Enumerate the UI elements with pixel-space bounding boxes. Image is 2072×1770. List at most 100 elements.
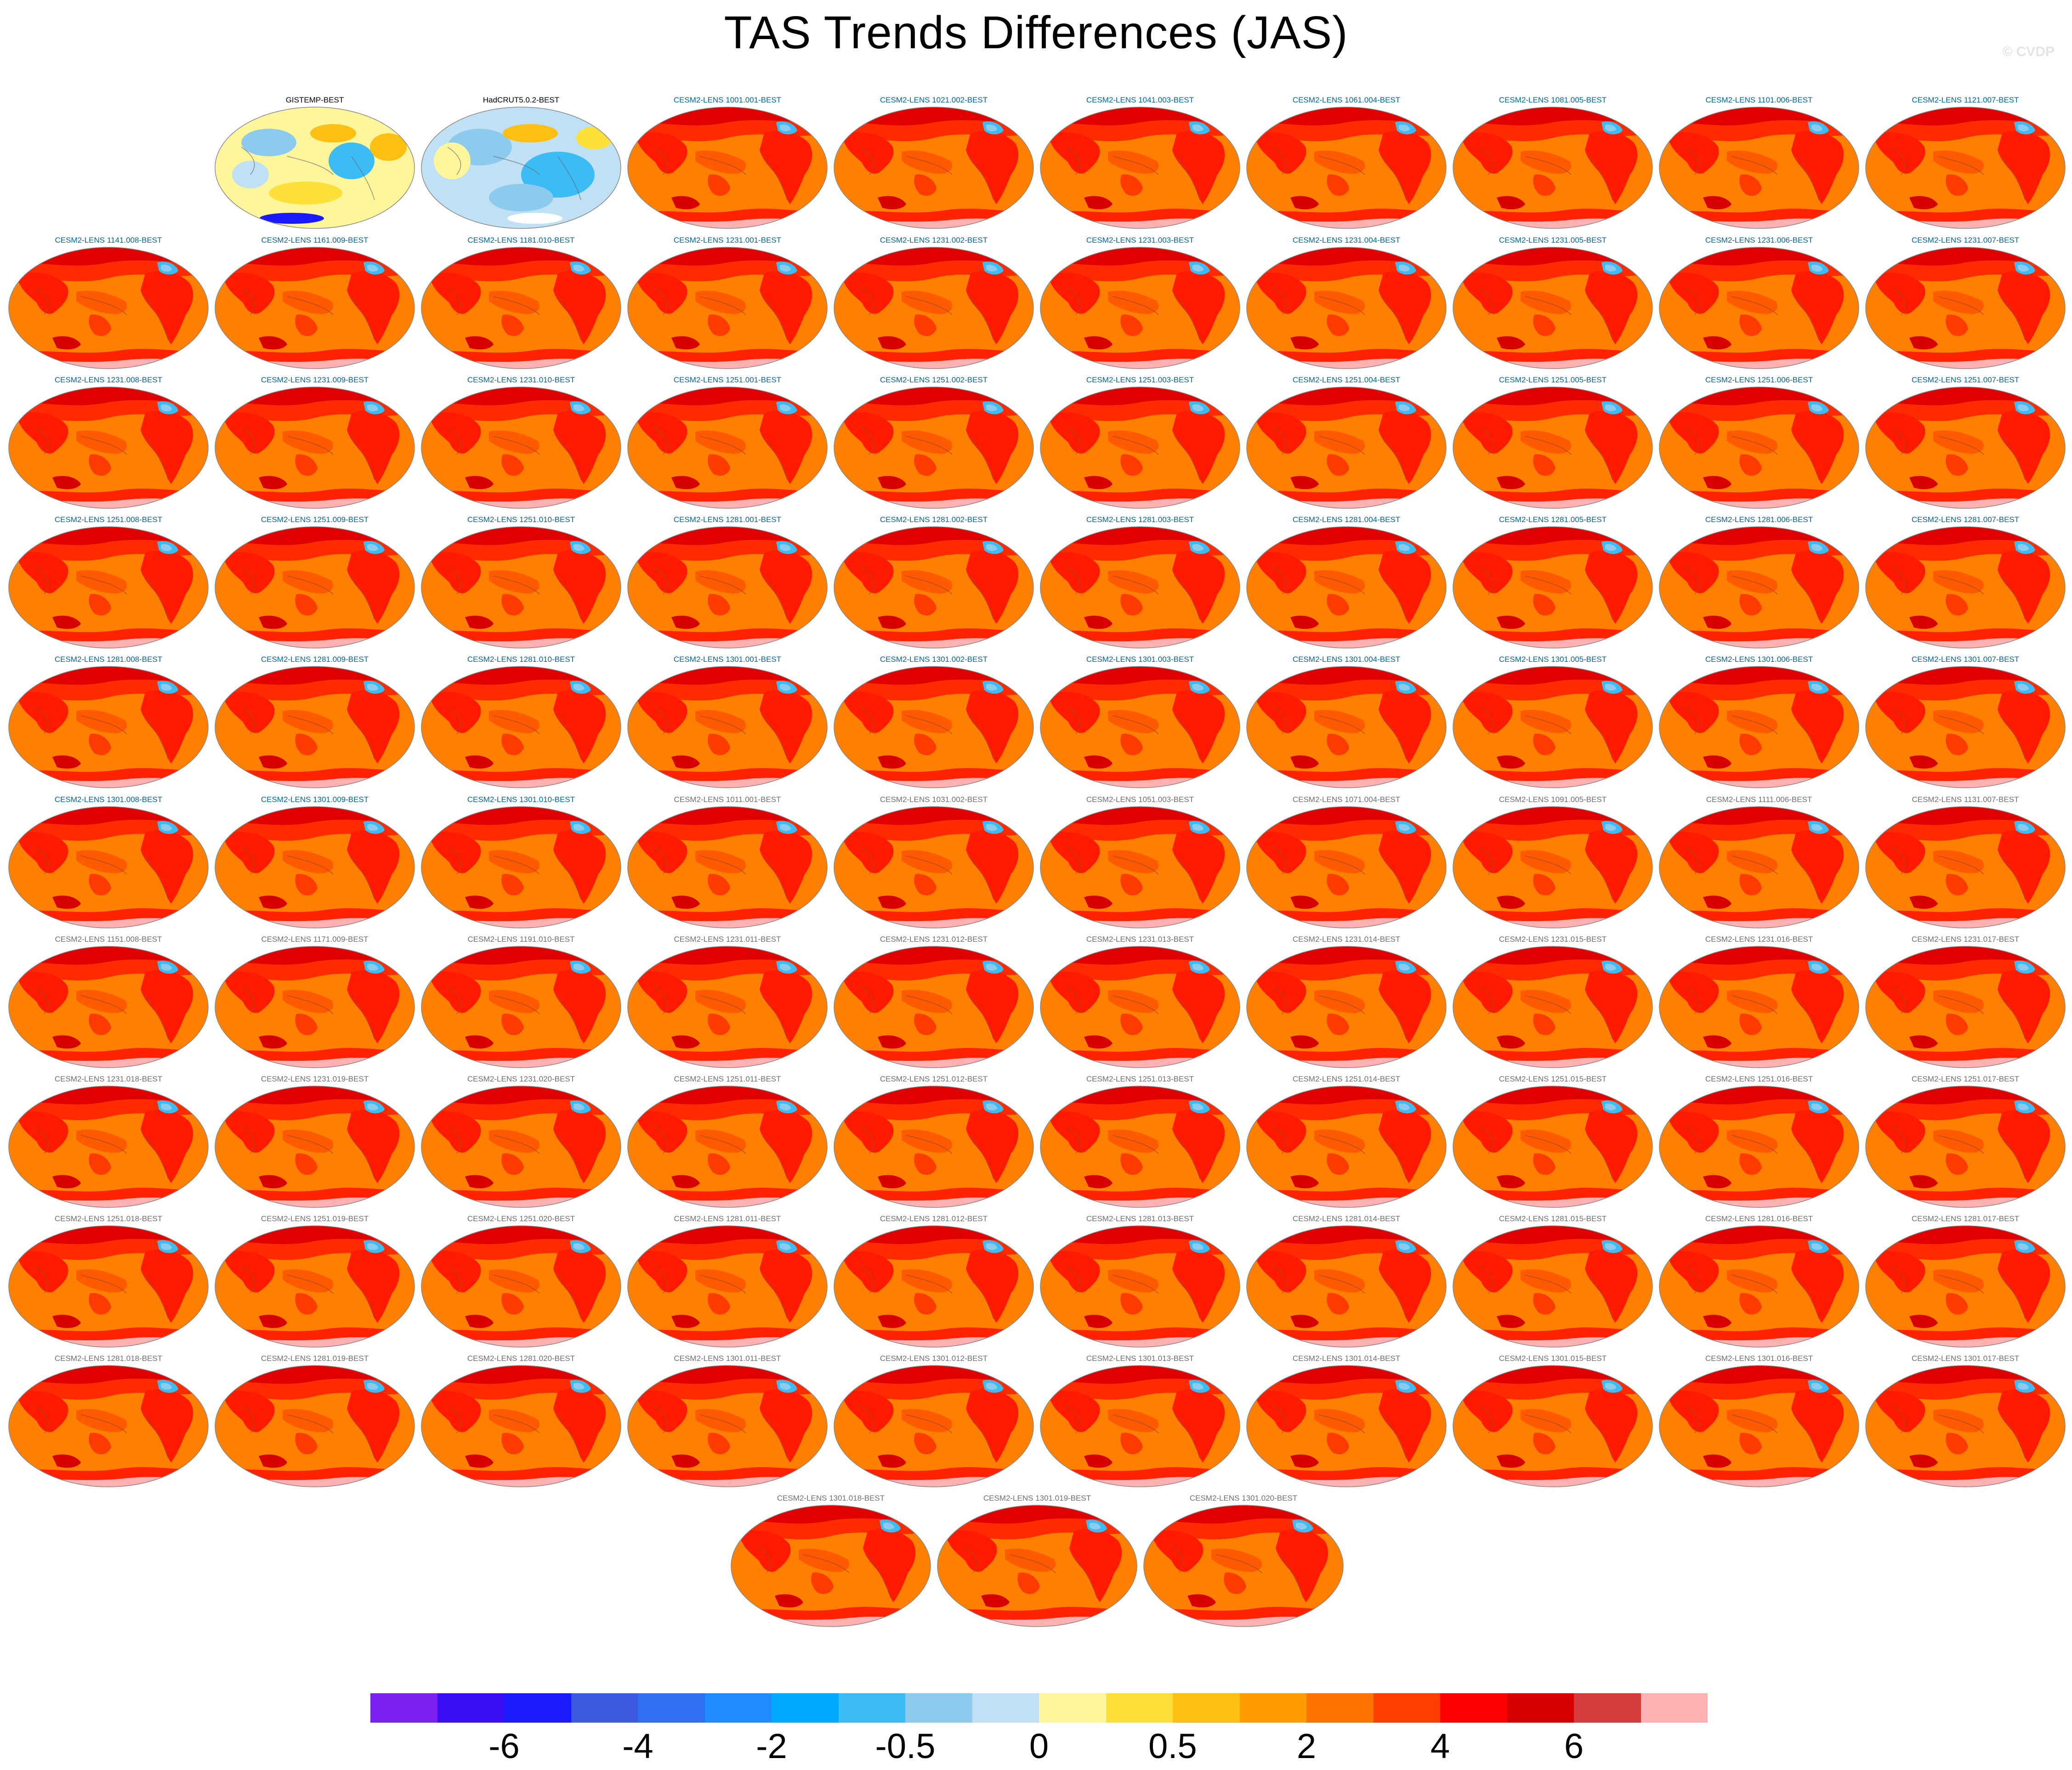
map-image [421, 387, 621, 509]
panel-label: GISTEMP-BEST [285, 96, 344, 104]
panel-label: CESM2-LENS 1251.011-BEST [674, 1075, 781, 1083]
map-image [1246, 387, 1447, 509]
map-panel: CESM2-LENS 1251.018-BEST [7, 1214, 210, 1348]
map-image [1040, 1365, 1240, 1487]
map-panel: CESM2-LENS 1251.004-BEST [1245, 376, 1448, 509]
panel-label: CESM2-LENS 1231.015-BEST [1499, 935, 1607, 944]
map-image [1040, 387, 1240, 509]
map-image [421, 1086, 621, 1208]
map-panel: CESM2-LENS 1301.011-BEST [626, 1354, 829, 1487]
panel-label: CESM2-LENS 1301.017-BEST [1911, 1354, 2020, 1363]
map-image [834, 107, 1034, 229]
map-panel: CESM2-LENS 1281.008-BEST [7, 655, 210, 788]
map-panel: CESM2-LENS 1071.004-BEST [1245, 795, 1448, 928]
map-image [1659, 1086, 1859, 1208]
map-panel: CESM2-LENS 1231.007-BEST [1864, 236, 2066, 369]
colorbar-tick-label: 6 [1564, 1727, 1584, 1766]
map-panel: CESM2-LENS 1251.009-BEST [214, 515, 416, 649]
map-panel: CESM2-LENS 1281.010-BEST [420, 655, 622, 788]
map-image [1659, 1225, 1859, 1348]
map-panel: CESM2-LENS 1231.019-BEST [214, 1075, 416, 1208]
map-panel: CESM2-LENS 1041.003-BEST [1039, 96, 1241, 229]
map-image [627, 806, 828, 928]
panel-label: CESM2-LENS 1231.006-BEST [1705, 236, 1813, 245]
panel-label: CESM2-LENS 1231.016-BEST [1705, 935, 1813, 944]
map-panel: CESM2-LENS 1251.012-BEST [833, 1075, 1035, 1208]
map-image [1246, 526, 1447, 649]
map-image [834, 806, 1034, 928]
map-panel: CESM2-LENS 1301.014-BEST [1245, 1354, 1448, 1487]
map-image [8, 666, 209, 788]
map-panel: CESM2-LENS 1281.020-BEST [420, 1354, 622, 1487]
panel-label: CESM2-LENS 1281.019-BEST [261, 1354, 369, 1363]
map-image [1659, 387, 1859, 509]
map-image [1865, 806, 2066, 928]
map-panel: CESM2-LENS 1251.008-BEST [7, 515, 210, 649]
map-image [8, 387, 209, 509]
map-image [1246, 1365, 1447, 1487]
map-panel: CESM2-LENS 1231.008-BEST [7, 376, 210, 509]
map-panel: CESM2-LENS 1281.014-BEST [1245, 1214, 1448, 1348]
panel-label: CESM2-LENS 1281.018-BEST [54, 1354, 163, 1363]
panel-label: CESM2-LENS 1301.001-BEST [673, 655, 782, 664]
map-panel: CESM2-LENS 1091.005-BEST [1452, 795, 1654, 928]
panel-label: CESM2-LENS 1081.005-BEST [1499, 96, 1607, 104]
panel-label: CESM2-LENS 1251.004-BEST [1292, 376, 1401, 384]
panel-label: CESM2-LENS 1131.007-BEST [1912, 795, 2019, 804]
map-image [1246, 107, 1447, 229]
map-panel: CESM2-LENS 1231.016-BEST [1658, 935, 1860, 1068]
map-image [1453, 1365, 1653, 1487]
colorbar-segment [1440, 1693, 1507, 1723]
map-panel: CESM2-LENS 1231.009-BEST [214, 376, 416, 509]
map-panel: CESM2-LENS 1301.020-BEST [1142, 1494, 1345, 1627]
panel-label: CESM2-LENS 1251.017-BEST [1911, 1075, 2020, 1083]
map-image [215, 666, 415, 788]
map-panel: CESM2-LENS 1301.018-BEST [730, 1494, 932, 1627]
map-image [1246, 666, 1447, 788]
colorbar-segment [905, 1693, 972, 1723]
map-image [1040, 526, 1240, 649]
map-panel: CESM2-LENS 1231.013-BEST [1039, 935, 1241, 1068]
panel-label: CESM2-LENS 1251.013-BEST [1086, 1075, 1194, 1083]
map-image [421, 526, 621, 649]
colorbar-segment [838, 1693, 905, 1723]
map-image [1865, 387, 2066, 509]
colorbar-segment [370, 1693, 437, 1723]
panel-label: CESM2-LENS 1251.016-BEST [1705, 1075, 1813, 1083]
colorbar-segment [1039, 1693, 1106, 1723]
panel-label: CESM2-LENS 1251.008-BEST [54, 515, 163, 524]
map-panel: CESM2-LENS 1281.015-BEST [1452, 1214, 1654, 1348]
colorbar-segment [1574, 1693, 1641, 1723]
map-panel: CESM2-LENS 1021.002-BEST [833, 96, 1035, 229]
map-panel: CESM2-LENS 1181.010-BEST [420, 236, 622, 369]
map-panel: CESM2-LENS 1301.005-BEST [1452, 655, 1654, 788]
panel-label: CESM2-LENS 1281.017-BEST [1911, 1214, 2020, 1223]
panel-label: CESM2-LENS 1281.002-BEST [880, 515, 988, 524]
map-panel: CESM2-LENS 1281.006-BEST [1658, 515, 1860, 649]
panel-label: CESM2-LENS 1281.010-BEST [467, 655, 575, 664]
panel-label: CESM2-LENS 1301.003-BEST [1086, 655, 1194, 664]
panel-label: CESM2-LENS 1281.013-BEST [1086, 1214, 1194, 1223]
map-panel: CESM2-LENS 1251.017-BEST [1864, 1075, 2066, 1208]
map-image [627, 526, 828, 649]
map-panel: CESM2-LENS 1251.015-BEST [1452, 1075, 1654, 1208]
colorbar-tick-label: 2 [1296, 1727, 1317, 1766]
map-image [834, 666, 1034, 788]
map-image [1040, 1225, 1240, 1348]
panel-label: HadCRUT5.0.2-BEST [483, 96, 560, 104]
map-panel: CESM2-LENS 1151.008-BEST [7, 935, 210, 1068]
panel-label: CESM2-LENS 1001.001-BEST [673, 96, 782, 104]
map-panel: CESM2-LENS 1281.011-BEST [626, 1214, 829, 1348]
map-image [215, 946, 415, 1068]
panel-label: CESM2-LENS 1301.004-BEST [1292, 655, 1401, 664]
map-image [834, 387, 1034, 509]
map-panel: CESM2-LENS 1111.006-BEST [1658, 795, 1860, 928]
map-image [1453, 387, 1653, 509]
map-image [421, 247, 621, 369]
panel-label: CESM2-LENS 1301.010-BEST [467, 795, 575, 804]
colorbar-segment [1373, 1693, 1440, 1723]
map-panel: CESM2-LENS 1231.010-BEST [420, 376, 622, 509]
map-image [421, 666, 621, 788]
panel-label: CESM2-LENS 1301.016-BEST [1705, 1354, 1813, 1363]
map-panel: CESM2-LENS 1281.004-BEST [1245, 515, 1448, 649]
